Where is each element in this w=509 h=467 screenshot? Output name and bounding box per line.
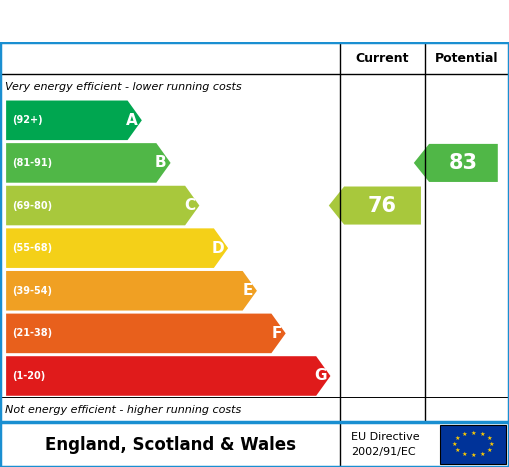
Text: ★: ★	[461, 432, 467, 438]
Text: G: G	[314, 368, 326, 383]
Text: D: D	[211, 241, 224, 255]
Text: ★: ★	[480, 432, 486, 438]
Polygon shape	[6, 228, 228, 268]
Text: (81-91): (81-91)	[12, 158, 52, 168]
Text: B: B	[155, 156, 166, 170]
Text: ★: ★	[470, 453, 476, 458]
Text: A: A	[126, 113, 138, 128]
Text: ★: ★	[455, 447, 460, 453]
Text: (39-54): (39-54)	[12, 286, 52, 296]
Polygon shape	[6, 314, 286, 353]
Text: Very energy efficient - lower running costs: Very energy efficient - lower running co…	[5, 82, 242, 92]
Text: (69-80): (69-80)	[12, 200, 52, 211]
Text: ★: ★	[452, 442, 458, 447]
Polygon shape	[6, 356, 330, 396]
Text: ★: ★	[487, 447, 492, 453]
Text: (55-68): (55-68)	[12, 243, 52, 253]
Text: (21-38): (21-38)	[12, 328, 52, 339]
Text: EU Directive
2002/91/EC: EU Directive 2002/91/EC	[351, 432, 420, 457]
Text: (1-20): (1-20)	[12, 371, 45, 381]
Text: (92+): (92+)	[12, 115, 43, 125]
Text: ★: ★	[470, 431, 476, 436]
Text: ★: ★	[489, 442, 495, 447]
Text: F: F	[271, 326, 281, 341]
Polygon shape	[6, 186, 200, 225]
Polygon shape	[6, 100, 142, 140]
Text: Energy Efficiency Rating: Energy Efficiency Rating	[15, 9, 341, 33]
Polygon shape	[6, 271, 257, 311]
Text: C: C	[184, 198, 195, 213]
Polygon shape	[6, 143, 171, 183]
Bar	[440, 425, 506, 464]
Text: ★: ★	[461, 452, 467, 457]
Text: 76: 76	[368, 196, 397, 216]
Polygon shape	[329, 186, 421, 225]
Text: Potential: Potential	[435, 52, 499, 64]
Text: ★: ★	[455, 437, 460, 441]
Text: E: E	[242, 283, 253, 298]
Polygon shape	[414, 144, 498, 182]
Text: 83: 83	[449, 153, 478, 173]
Text: Not energy efficient - higher running costs: Not energy efficient - higher running co…	[5, 404, 241, 415]
Text: ★: ★	[487, 437, 492, 441]
Text: ★: ★	[480, 452, 486, 457]
Text: Current: Current	[356, 52, 409, 64]
Text: England, Scotland & Wales: England, Scotland & Wales	[44, 436, 296, 453]
